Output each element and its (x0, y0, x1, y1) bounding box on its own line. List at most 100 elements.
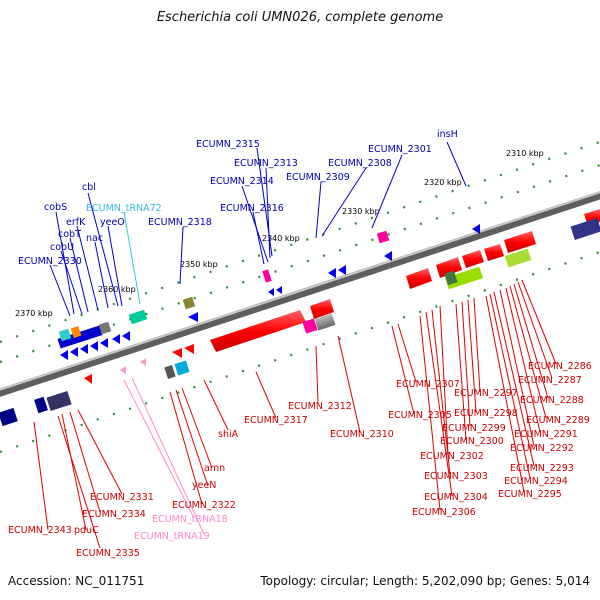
gene-label: ECUMN_2334 (82, 509, 146, 520)
gene-label: ECUMN_2331 (90, 492, 154, 503)
gene-block (444, 270, 458, 286)
gene-block (406, 268, 432, 289)
gene-label: ECUMN_tRNA18 (152, 514, 228, 525)
gene-block (60, 350, 68, 360)
ruler-label: 2310 kbp (506, 149, 544, 158)
gene-label: ECUMN_2300 (440, 436, 504, 447)
forward-gene-labels: ECUMN_2286 ECUMN_2287 ECUMN_2288 ECUMN_2… (8, 361, 592, 559)
gene-label: ECUMN_2303 (424, 471, 488, 482)
gene-label: ECUMN_2306 (412, 507, 476, 518)
gene-block (58, 328, 72, 342)
gene-label: ECUMN_2286 (528, 361, 592, 372)
gene-block (34, 396, 48, 414)
gene-block (188, 312, 198, 322)
gene-label: amn (204, 463, 225, 474)
gene-block (174, 360, 190, 376)
ruler-label: 2340 kbp (262, 234, 300, 243)
gene-label: erfK (66, 217, 86, 228)
genome-summary-text: Topology: circular; Length: 5,202,090 bp… (260, 574, 590, 588)
gene-label: ECUMN_2297 (454, 388, 518, 399)
gene-block (98, 321, 112, 335)
gene-label: pduC (74, 525, 99, 536)
gene-block (376, 230, 390, 244)
map-title: Escherichia coli UMN026, complete genome (156, 10, 444, 25)
gene-label: ECUMN_2291 (514, 429, 578, 440)
gene-label: ECUMN_2335 (76, 548, 140, 559)
gene-label: ECUMN_2299 (442, 423, 506, 434)
gene-label: ECUMN_2298 (454, 408, 518, 419)
gene-label: ECUMN_2315 (196, 139, 260, 150)
gene-label: ECUMN_2314 (210, 176, 274, 187)
gene-label: cobU (50, 242, 74, 253)
gene-block (80, 344, 88, 354)
ruler-track-outer (0, 140, 600, 344)
gene-block (57, 325, 103, 349)
gene-label: ECUMN_2287 (518, 375, 582, 386)
chromosome-backbone (0, 191, 600, 397)
gene-label: nac (86, 233, 103, 244)
gene-block (182, 296, 196, 310)
gene-block (164, 365, 176, 379)
gene-block (112, 334, 120, 344)
gene-label: ECUMN_tRNA19 (134, 531, 210, 542)
ruler-label: 2370 kbp (15, 309, 53, 318)
gene-block (504, 231, 536, 253)
gene-block (310, 299, 334, 319)
gene-block (302, 318, 318, 334)
gene-block (436, 257, 462, 278)
gene-block (90, 341, 98, 351)
gene-label: ECUMN_2317 (244, 415, 308, 426)
gene-block (314, 313, 336, 331)
gene-label: ECUMN_2289 (526, 415, 590, 426)
forward-strand-genes (0, 209, 600, 427)
gene-label: ECUMN_2293 (510, 463, 574, 474)
gene-label: ECUMN_2316 (220, 203, 284, 214)
gene-label: ECUMN_2318 (148, 217, 212, 228)
gene-block (276, 286, 282, 294)
gene-label: ECUMN_2343 (8, 525, 72, 536)
gene-label: ECUMN_2307 (396, 379, 460, 390)
gene-block (140, 358, 146, 366)
gene-label: cobS (44, 202, 67, 213)
gene-block (462, 250, 484, 268)
label-leaders-cyan (123, 211, 141, 305)
label-leaders-blue (49, 141, 467, 317)
gene-block (570, 218, 600, 240)
gene-label: insH (437, 129, 458, 140)
gene-block (122, 331, 130, 341)
gene-label: ECUMN_2304 (424, 492, 488, 503)
reverse-strand-genes (57, 224, 480, 360)
gene-block (262, 269, 272, 283)
gene-block (338, 265, 346, 275)
gene-block (504, 248, 532, 268)
gene-block (172, 348, 182, 358)
gene-label: ECUMN_2292 (510, 443, 574, 454)
gene-label: yeeO (100, 217, 125, 228)
gene-label: ECUMN_tRNA72 (86, 203, 162, 214)
gene-block (46, 390, 72, 412)
reverse-gene-labels: insH ECUMN_2301 ECUMN_2308 ECUMN_2315 EC… (18, 129, 458, 267)
gene-block (328, 268, 336, 278)
gene-block (484, 244, 504, 261)
gene-block (100, 338, 108, 348)
trna-reverse-labels: ECUMN_tRNA72 (86, 203, 162, 214)
gene-block (84, 374, 92, 384)
gene-label: cobT (58, 229, 81, 240)
gene-label: yeeN (192, 480, 216, 491)
gene-label: ECUMN_2295 (498, 489, 562, 500)
gene-label: ECUMN_2310 (330, 429, 394, 440)
gene-label: ECUMN_2312 (288, 401, 352, 412)
gene-label: ECUMN_2294 (504, 476, 568, 487)
gene-block (445, 266, 483, 290)
gene-block (268, 288, 274, 296)
gene-block (0, 407, 18, 427)
gene-label: ECUMN_2301 (368, 144, 432, 155)
ruler-label: 2350 kbp (180, 260, 218, 269)
gene-block (472, 224, 480, 234)
gene-label: ECUMN_2308 (328, 158, 392, 169)
gene-label: ECUMN_2309 (286, 172, 350, 183)
gene-label: ECUMN_2313 (234, 158, 298, 169)
label-leaders-pink (123, 377, 205, 535)
